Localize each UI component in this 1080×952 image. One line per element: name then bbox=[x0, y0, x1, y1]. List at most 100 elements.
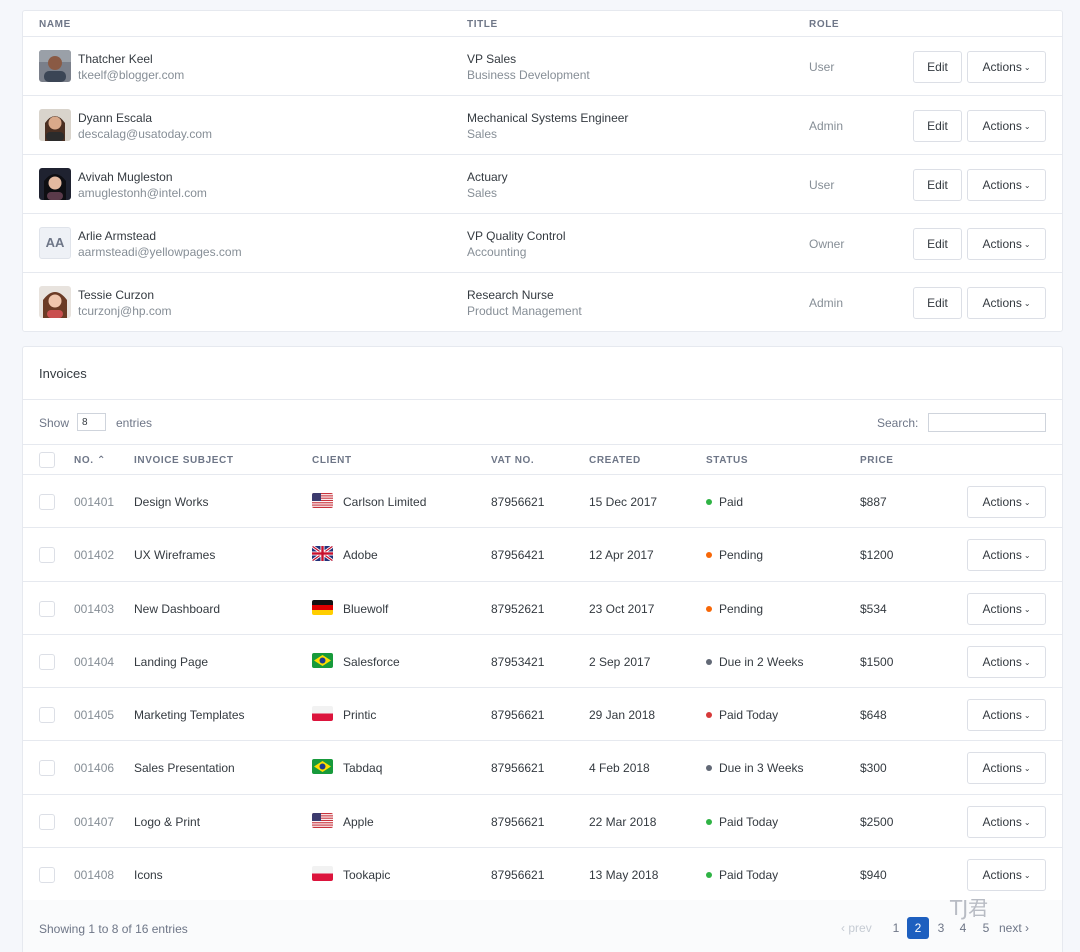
user-department: Business Development bbox=[467, 68, 590, 82]
status-dot bbox=[706, 765, 712, 772]
column-header-subject: INVOICE SUBJECT bbox=[134, 455, 234, 466]
price: $2500 bbox=[860, 814, 894, 829]
user-name: Avivah Mugleston bbox=[78, 170, 173, 184]
actions-dropdown-button[interactable]: Actions ⌄ bbox=[967, 539, 1046, 572]
row-checkbox[interactable] bbox=[39, 707, 55, 724]
status-text: Paid Today bbox=[719, 814, 779, 829]
row-checkbox[interactable] bbox=[39, 494, 55, 510]
invoice-subject: Design Works bbox=[134, 495, 209, 509]
invoices-table-header: NO. ⌃ INVOICE SUBJECT CLIENT VAT NO. CRE… bbox=[23, 445, 1062, 475]
entries-per-page-input[interactable] bbox=[77, 413, 106, 431]
page-link-3[interactable]: 3 bbox=[937, 921, 945, 935]
row-checkbox[interactable] bbox=[39, 653, 55, 670]
row-checkbox[interactable] bbox=[39, 760, 55, 777]
invoice-subject: Marketing Templates bbox=[134, 708, 245, 723]
actions-dropdown-button[interactable]: Actions ⌄ bbox=[967, 805, 1046, 838]
page-link-2[interactable]: 2 bbox=[907, 917, 929, 939]
actions-dropdown-button[interactable]: Actions ⌄ bbox=[967, 169, 1046, 201]
chevron-down-icon: ⌄ bbox=[1023, 240, 1031, 249]
edit-button[interactable]: Edit bbox=[913, 169, 962, 201]
invoice-row: 001402 UX Wireframes Adobe 87956421 12 Apr 2… bbox=[23, 528, 1062, 582]
status-text: Paid Today bbox=[719, 708, 779, 723]
actions-dropdown-button[interactable]: Actions ⌄ bbox=[967, 592, 1046, 625]
actions-dropdown-button[interactable]: Actions ⌄ bbox=[967, 51, 1046, 83]
avatar bbox=[39, 50, 71, 82]
edit-button[interactable]: Edit bbox=[913, 228, 962, 260]
chevron-down-icon: ⌄ bbox=[1023, 181, 1031, 190]
column-header-price: PRICE bbox=[860, 455, 894, 466]
status-text: Pending bbox=[719, 548, 764, 563]
status: Paid Today bbox=[706, 815, 778, 829]
client-name: Adobe bbox=[343, 548, 378, 563]
user-role: User bbox=[809, 178, 835, 192]
prev-page-link[interactable]: ‹ prev bbox=[841, 921, 872, 935]
row-checkbox[interactable] bbox=[39, 547, 55, 564]
actions-dropdown-button[interactable]: Actions ⌄ bbox=[967, 859, 1046, 892]
row-checkbox[interactable] bbox=[39, 813, 55, 830]
column-header-title: TITLE bbox=[467, 19, 498, 30]
search-input[interactable] bbox=[928, 413, 1046, 432]
column-header-status: STATUS bbox=[706, 455, 749, 466]
card-title: Invoices bbox=[39, 366, 87, 381]
user-title: Mechanical Systems Engineer bbox=[467, 111, 629, 125]
show-label: Show bbox=[39, 416, 70, 430]
client-name: Tabdaq bbox=[343, 761, 383, 776]
actions-dropdown-button[interactable]: Actions ⌄ bbox=[967, 486, 1046, 518]
user-department: Sales bbox=[467, 186, 498, 200]
user-title: Research Nurse bbox=[467, 288, 554, 302]
page-link-4[interactable]: 4 bbox=[959, 921, 967, 935]
chevron-down-icon: ⌄ bbox=[1023, 764, 1031, 774]
actions-dropdown-button[interactable]: Actions ⌄ bbox=[967, 110, 1046, 142]
pl-flag-icon bbox=[312, 866, 333, 882]
us-flag-icon bbox=[312, 812, 333, 828]
uk-flag-icon bbox=[312, 546, 333, 562]
invoice-number: 001407 bbox=[74, 814, 115, 829]
search-label: Search: bbox=[877, 416, 919, 430]
actions-dropdown-button[interactable]: Actions ⌄ bbox=[967, 228, 1046, 260]
edit-button[interactable]: Edit bbox=[913, 287, 962, 319]
actions-label: Actions bbox=[982, 814, 1022, 829]
row-checkbox[interactable] bbox=[39, 600, 55, 617]
br-flag-icon bbox=[312, 652, 333, 668]
invoice-subject: Landing Page bbox=[134, 654, 209, 669]
status: Paid Today bbox=[706, 708, 778, 722]
page-link-1[interactable]: 1 bbox=[892, 921, 900, 935]
vat-number: 87953421 bbox=[491, 654, 545, 669]
invoices-card: Invoices Show entries Search: NO. ⌃ INVO… bbox=[22, 346, 1063, 952]
entries-info: Showing 1 to 8 of 16 entries bbox=[39, 922, 188, 936]
user-name: Tessie Curzon bbox=[78, 288, 155, 302]
client-name: Printic bbox=[343, 708, 377, 723]
vat-number: 87956621 bbox=[491, 708, 545, 723]
user-name: Dyann Escala bbox=[78, 111, 153, 125]
price: $534 bbox=[860, 601, 887, 616]
user-row: AA Arlie Armstead aarmsteadi@yellowpages… bbox=[23, 214, 1062, 273]
next-page-link[interactable]: next › bbox=[999, 921, 1030, 935]
chevron-down-icon: ⌄ bbox=[1023, 299, 1031, 308]
select-all-checkbox[interactable] bbox=[39, 452, 55, 468]
actions-dropdown-button[interactable]: Actions ⌄ bbox=[967, 752, 1046, 785]
actions-label: Actions bbox=[982, 548, 1022, 563]
status-dot bbox=[706, 499, 712, 505]
invoice-row: 001406 Sales Presentation Tabdaq 87956621 4 … bbox=[23, 741, 1062, 795]
avatar-initials: AA bbox=[39, 227, 71, 259]
actions-dropdown-button[interactable]: Actions ⌄ bbox=[967, 699, 1046, 732]
status-text: Due in 3 Weeks bbox=[719, 761, 804, 776]
invoice-number: 001404 bbox=[74, 654, 115, 669]
actions-label: Actions bbox=[982, 601, 1022, 616]
actions-dropdown-button[interactable]: Actions ⌄ bbox=[967, 287, 1046, 319]
row-checkbox[interactable] bbox=[39, 867, 55, 884]
actions-label: Actions bbox=[982, 178, 1022, 192]
vat-number: 87956621 bbox=[491, 761, 545, 776]
invoice-row: 001405 Marketing Templates Printic 87956621… bbox=[23, 688, 1062, 742]
user-department: Accounting bbox=[467, 245, 527, 259]
column-header-no[interactable]: NO. ⌃ bbox=[74, 455, 106, 466]
edit-button[interactable]: Edit bbox=[913, 51, 962, 83]
avatar bbox=[39, 168, 71, 200]
invoices-card-header: Invoices bbox=[23, 347, 1062, 400]
user-department: Product Management bbox=[467, 304, 582, 318]
edit-button[interactable]: Edit bbox=[913, 110, 962, 142]
page-link-5[interactable]: 5 bbox=[982, 921, 990, 935]
status-dot bbox=[706, 818, 712, 825]
actions-dropdown-button[interactable]: Actions ⌄ bbox=[967, 645, 1046, 678]
status: Paid Today bbox=[706, 868, 778, 882]
